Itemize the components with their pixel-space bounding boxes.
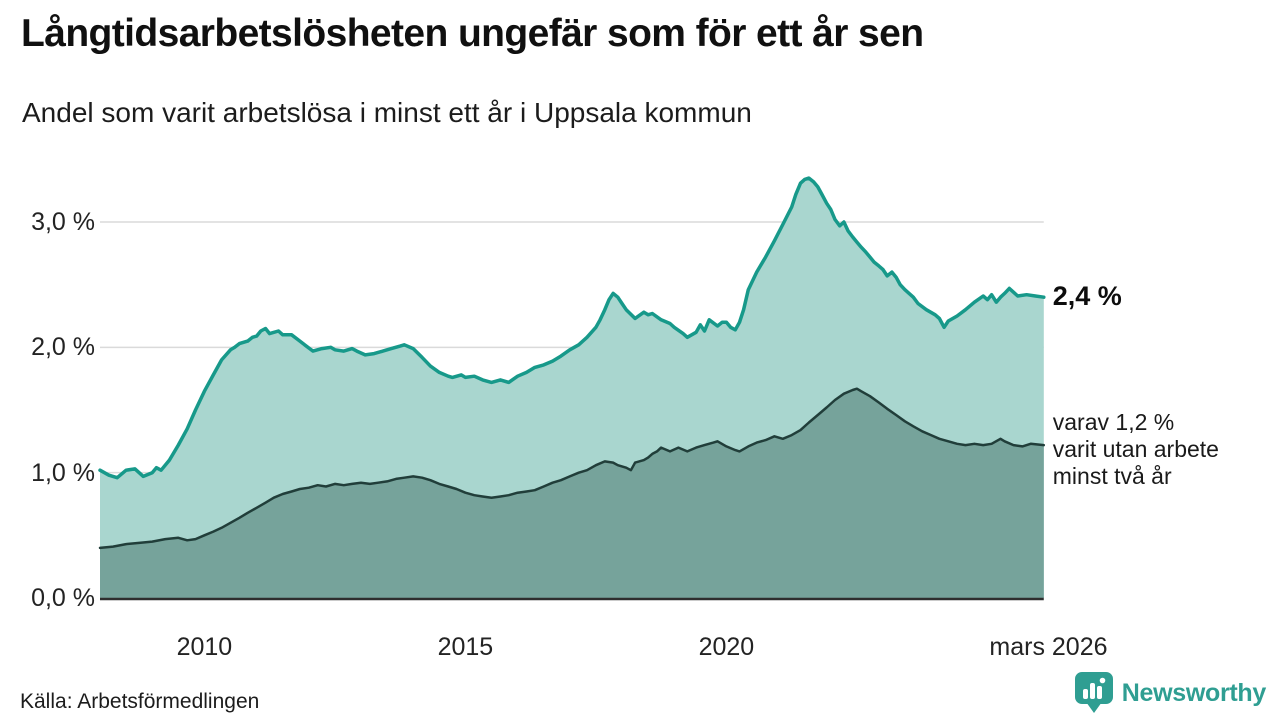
- page-title: Långtidsarbetslösheten ungefär som för e…: [21, 12, 924, 55]
- newsworthy-brand-link[interactable]: Newsworthy: [1074, 672, 1267, 714]
- x-axis-tick-label: 2015: [437, 633, 494, 661]
- end-value-label-two-years: varav 1,2 % varit utan arbete minst två …: [1052, 409, 1219, 490]
- y-axis-tick-label: 3,0 %: [31, 208, 95, 236]
- y-axis-tick-label: 2,0 %: [31, 333, 95, 362]
- page-subtitle: Andel som varit arbetslösa i minst ett å…: [22, 97, 752, 128]
- line-unemployed-one-year: [98, 176, 1046, 480]
- x-axis-tick-label: 2010: [176, 633, 233, 661]
- newsworthy-logo-icon: [1074, 672, 1113, 713]
- y-axis-tick-label: 0,0 %: [31, 584, 95, 612]
- end-value-label-one-year: 2,4 %: [1052, 281, 1122, 312]
- line-unemployed-two-years: [98, 387, 1046, 550]
- y-axis-tick-label: 1,0 %: [31, 458, 95, 487]
- area-fill-unemployed-two-years: [100, 388, 1044, 598]
- source-attribution: Källa: Arbetsförmedlingen: [20, 690, 260, 713]
- x-axis-tick-label: 2020: [698, 633, 755, 661]
- x-axis-tick-label: mars 2026: [989, 633, 1108, 661]
- newsworthy-brand-name: Newsworthy: [1121, 678, 1267, 707]
